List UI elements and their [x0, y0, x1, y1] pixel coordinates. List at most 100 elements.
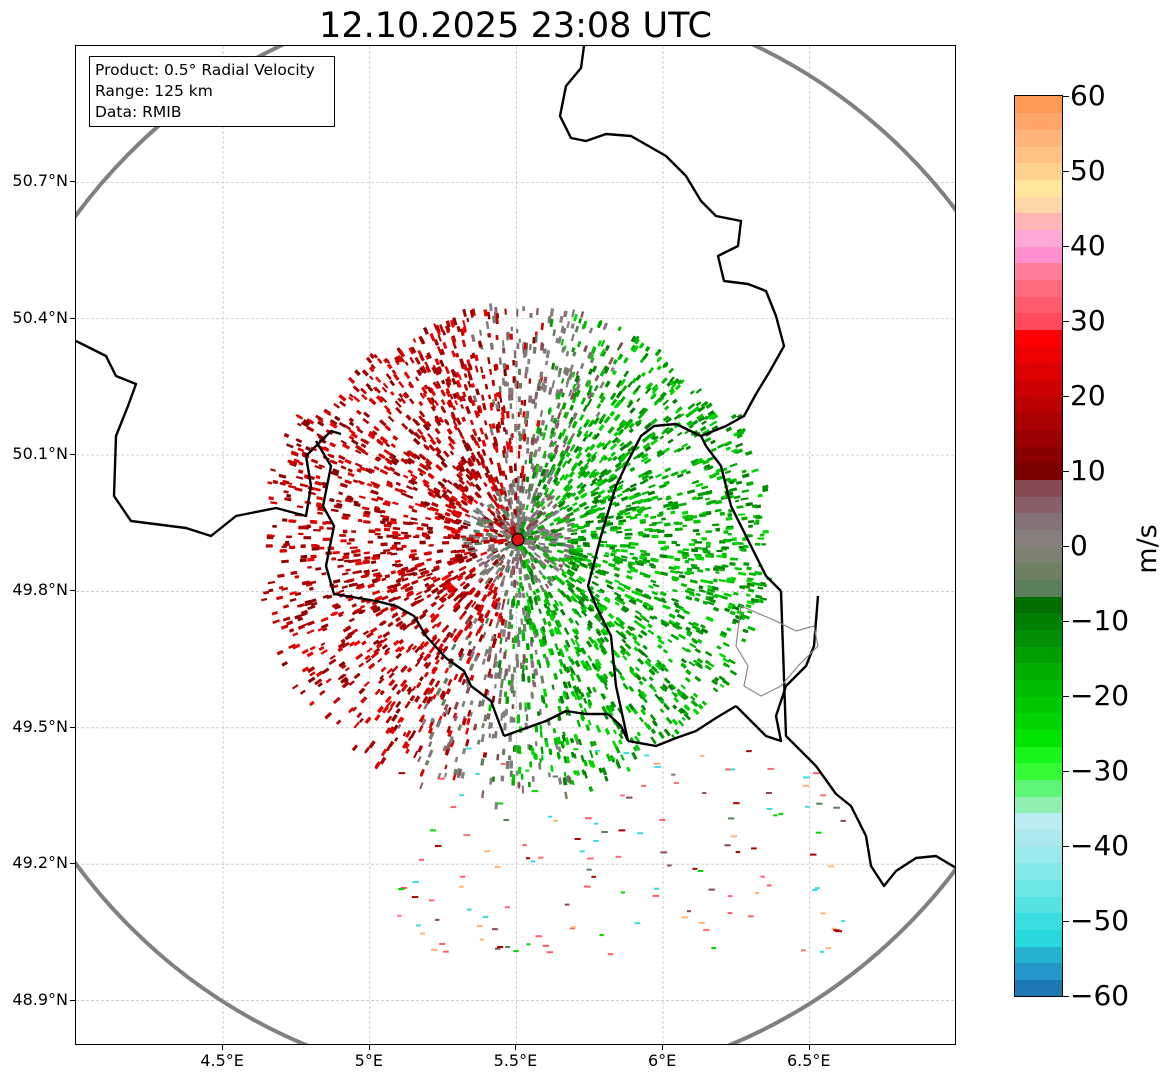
velocity-gate: [468, 547, 476, 552]
velocity-gate: [441, 494, 448, 499]
velocity-gate: [475, 532, 483, 537]
velocity-gate: [521, 522, 526, 529]
velocity-gate: [565, 380, 570, 388]
velocity-gate: [510, 527, 515, 533]
velocity-gate: [699, 425, 707, 432]
velocity-gate: [484, 577, 491, 585]
velocity-gate: [534, 438, 538, 444]
velocity-gate: [526, 702, 531, 710]
velocity-gate: [410, 619, 417, 625]
velocity-gate: [510, 581, 514, 587]
velocity-gate: [330, 459, 337, 465]
velocity-gate: [359, 481, 365, 486]
velocity-gate: [526, 527, 534, 533]
velocity-gate: [425, 463, 432, 470]
velocity-gate: [553, 444, 560, 453]
velocity-gate: [659, 591, 667, 597]
velocity-gate: [613, 566, 621, 572]
velocity-gate: [346, 579, 353, 584]
velocity-gate: [506, 598, 510, 605]
velocity-gate: [565, 776, 570, 783]
velocity-gate: [337, 475, 343, 480]
velocity-gate: [432, 693, 437, 700]
velocity-gate: [573, 770, 577, 775]
velocity-gate: [591, 477, 598, 484]
velocity-gate: [629, 667, 635, 673]
velocity-gate: [617, 353, 623, 361]
velocity-gate: [551, 362, 555, 370]
velocity-gate: [558, 388, 564, 394]
velocity-gate: [691, 624, 701, 631]
map-title: 12.10.2025 23:08 UTC: [319, 6, 712, 46]
velocity-gate: [378, 620, 387, 627]
velocity-gate: [344, 559, 350, 563]
velocity-gate: [404, 742, 410, 750]
velocity-gate: [372, 639, 380, 646]
velocity-gate: [565, 756, 570, 764]
velocity-gate: [462, 610, 468, 616]
velocity-gate: [587, 606, 593, 613]
velocity-gate: [392, 582, 401, 588]
velocity-gate: [452, 509, 461, 515]
velocity-gate: [436, 346, 442, 354]
velocity-gate: [547, 772, 551, 778]
velocity-gate: [522, 592, 526, 599]
velocity-gate: [491, 548, 498, 553]
velocity-gate: [537, 446, 542, 452]
velocity-gate: [515, 654, 519, 661]
velocity-gate: [470, 481, 476, 488]
velocity-gate: [333, 504, 342, 509]
velocity-gate: [578, 318, 582, 324]
velocity-gate: [462, 391, 467, 398]
velocity-gate: [588, 384, 593, 390]
velocity-gate: [600, 693, 606, 700]
velocity-gate: [341, 443, 351, 450]
velocity-gate: [546, 512, 555, 520]
velocity-gate: [541, 511, 547, 516]
velocity-gate: [411, 346, 417, 354]
velocity-gate: [447, 399, 454, 407]
velocity-gate: [493, 653, 498, 660]
velocity-gate: [406, 590, 414, 597]
velocity-gate: [395, 578, 402, 584]
velocity-gate: [416, 428, 424, 436]
velocity-gate: [661, 517, 666, 521]
velocity-gate: [650, 736, 657, 745]
velocity-gate: [483, 714, 488, 722]
velocity-gate: [570, 751, 575, 758]
velocity-gate: [505, 521, 511, 527]
velocity-gate: [423, 576, 432, 582]
velocity-gate: [454, 533, 461, 538]
velocity-gate: [489, 342, 494, 350]
velocity-gate: [509, 614, 513, 620]
velocity-gate: [627, 399, 633, 405]
velocity-gate: [559, 506, 565, 512]
velocity-gate: [446, 508, 454, 513]
velocity-gate: [403, 391, 410, 399]
velocity-gate: [650, 515, 657, 520]
velocity-gate: [398, 638, 405, 645]
velocity-gate: [464, 485, 469, 491]
velocity-gate: [598, 588, 605, 594]
velocity-gate: [454, 466, 461, 472]
velocity-gate: [630, 626, 636, 631]
velocity-gate: [598, 767, 603, 774]
velocity-gate: [514, 424, 518, 431]
velocity-gate: [743, 562, 750, 566]
velocity-gate: [403, 596, 410, 602]
velocity-gate: [697, 405, 706, 413]
velocity-gate: [390, 570, 396, 575]
velocity-gate: [691, 637, 697, 643]
velocity-gate: [301, 610, 308, 615]
velocity-gate: [655, 473, 663, 479]
velocity-gate: [662, 362, 669, 368]
velocity-gate: [333, 402, 341, 409]
velocity-gate: [398, 645, 405, 653]
velocity-gate: [363, 560, 370, 564]
velocity-gate: [628, 703, 635, 711]
velocity-gate: [495, 425, 500, 433]
velocity-gate: [377, 395, 385, 403]
velocity-gate: [407, 457, 416, 465]
velocity-gate: [403, 371, 411, 380]
velocity-gate: [479, 635, 484, 641]
